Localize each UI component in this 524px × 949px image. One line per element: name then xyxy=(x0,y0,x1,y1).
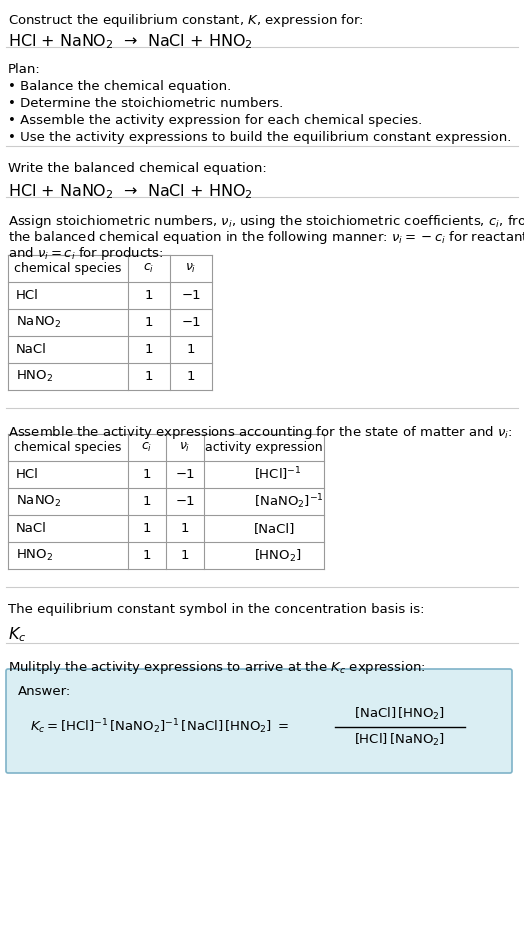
Text: 1: 1 xyxy=(143,549,151,562)
Text: • Determine the stoichiometric numbers.: • Determine the stoichiometric numbers. xyxy=(8,97,283,110)
Text: Assemble the activity expressions accounting for the state of matter and $\nu_i$: Assemble the activity expressions accoun… xyxy=(8,424,512,441)
Text: NaNO$_2$: NaNO$_2$ xyxy=(16,315,61,330)
Text: 1: 1 xyxy=(187,343,195,356)
Text: HCl: HCl xyxy=(16,289,39,302)
Text: $K_c = \mathrm{[HCl]^{-1}\,[NaNO_2]^{-1}\,[NaCl]\,[HNO_2]}\ =$: $K_c = \mathrm{[HCl]^{-1}\,[NaNO_2]^{-1}… xyxy=(30,717,290,736)
Text: $\mathrm{[HCl]\,[NaNO_2]}$: $\mathrm{[HCl]\,[NaNO_2]}$ xyxy=(354,732,445,748)
Text: 1: 1 xyxy=(187,370,195,383)
Text: • Balance the chemical equation.: • Balance the chemical equation. xyxy=(8,80,231,93)
Text: NaNO$_2$: NaNO$_2$ xyxy=(16,493,61,509)
Text: the balanced chemical equation in the following manner: $\nu_i = -c_i$ for react: the balanced chemical equation in the fo… xyxy=(8,229,524,246)
Text: Answer:: Answer: xyxy=(18,685,71,698)
Text: −1: −1 xyxy=(181,289,201,302)
Text: 1: 1 xyxy=(145,370,153,383)
FancyBboxPatch shape xyxy=(6,669,512,773)
Text: −1: −1 xyxy=(175,468,195,481)
Text: HCl + NaNO$_2$  →  NaCl + HNO$_2$: HCl + NaNO$_2$ → NaCl + HNO$_2$ xyxy=(8,182,253,200)
Text: • Use the activity expressions to build the equilibrium constant expression.: • Use the activity expressions to build … xyxy=(8,131,511,144)
Text: Assign stoichiometric numbers, $\nu_i$, using the stoichiometric coefficients, $: Assign stoichiometric numbers, $\nu_i$, … xyxy=(8,213,524,230)
Text: 1: 1 xyxy=(145,289,153,302)
Text: The equilibrium constant symbol in the concentration basis is:: The equilibrium constant symbol in the c… xyxy=(8,603,424,616)
Text: NaCl: NaCl xyxy=(16,343,47,356)
Text: 1: 1 xyxy=(143,522,151,535)
Text: HNO$_2$: HNO$_2$ xyxy=(16,369,53,384)
Text: chemical species: chemical species xyxy=(14,262,122,275)
Text: • Assemble the activity expression for each chemical species.: • Assemble the activity expression for e… xyxy=(8,114,422,127)
Text: HCl + NaNO$_2$  →  NaCl + HNO$_2$: HCl + NaNO$_2$ → NaCl + HNO$_2$ xyxy=(8,32,253,50)
Text: Write the balanced chemical equation:: Write the balanced chemical equation: xyxy=(8,162,267,175)
Text: 1: 1 xyxy=(181,549,189,562)
Text: NaCl: NaCl xyxy=(16,522,47,535)
Text: Mulitply the activity expressions to arrive at the $K_c$ expression:: Mulitply the activity expressions to arr… xyxy=(8,659,426,676)
Text: $\nu_i$: $\nu_i$ xyxy=(185,262,196,275)
Text: 1: 1 xyxy=(181,522,189,535)
Text: 1: 1 xyxy=(145,316,153,329)
Text: $K_c$: $K_c$ xyxy=(8,625,26,643)
Text: HCl: HCl xyxy=(16,468,39,481)
Text: $\mathrm{[NaCl]\,[HNO_2]}$: $\mathrm{[NaCl]\,[HNO_2]}$ xyxy=(354,706,445,722)
Text: −1: −1 xyxy=(175,495,195,508)
Text: HNO$_2$: HNO$_2$ xyxy=(16,548,53,563)
Text: $c_i$: $c_i$ xyxy=(141,441,152,454)
Text: 1: 1 xyxy=(143,495,151,508)
Text: −1: −1 xyxy=(181,316,201,329)
Text: activity expression: activity expression xyxy=(205,441,323,454)
Text: [HCl]$^{-1}$: [HCl]$^{-1}$ xyxy=(254,466,302,483)
Text: 1: 1 xyxy=(145,343,153,356)
Text: [NaNO$_2$]$^{-1}$: [NaNO$_2$]$^{-1}$ xyxy=(254,493,324,511)
Text: $c_i$: $c_i$ xyxy=(144,262,155,275)
Text: chemical species: chemical species xyxy=(14,441,122,454)
Text: [NaCl]: [NaCl] xyxy=(254,522,296,535)
Text: and $\nu_i = c_i$ for products:: and $\nu_i = c_i$ for products: xyxy=(8,245,163,262)
Text: $\nu_i$: $\nu_i$ xyxy=(179,441,191,454)
Text: [HNO$_2$]: [HNO$_2$] xyxy=(254,548,302,564)
Text: 1: 1 xyxy=(143,468,151,481)
Text: Construct the equilibrium constant, $K$, expression for:: Construct the equilibrium constant, $K$,… xyxy=(8,12,364,29)
Text: Plan:: Plan: xyxy=(8,63,41,76)
